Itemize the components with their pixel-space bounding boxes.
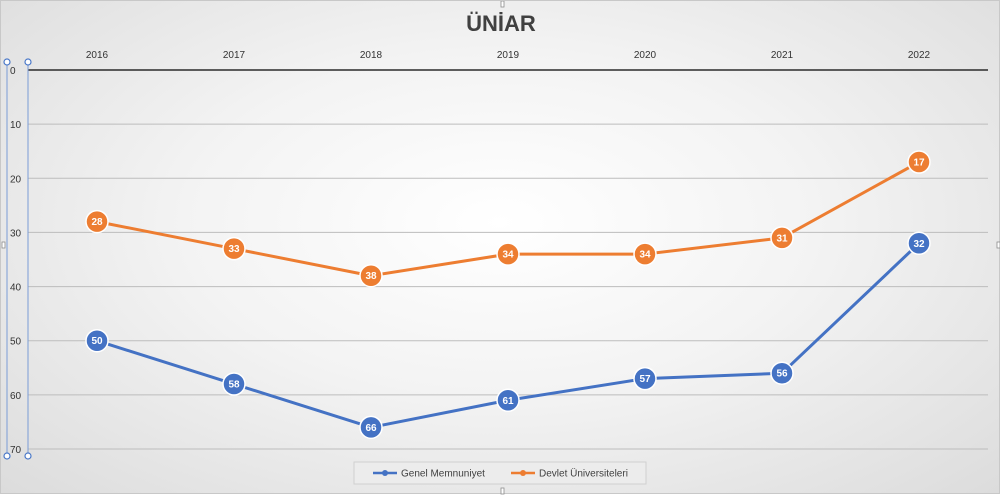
data-point	[907, 150, 931, 174]
data-point	[85, 209, 109, 234]
data-label: 66	[365, 423, 377, 434]
frame-handle[interactable]	[996, 241, 1000, 249]
x-tick-label: 2020	[634, 50, 657, 61]
data-point	[770, 361, 794, 385]
legend-entry: Genel Memnuniyet	[401, 469, 485, 480]
data-point	[359, 415, 383, 440]
y-tick-label: 60	[10, 391, 22, 402]
data-label: 34	[639, 250, 651, 261]
frame-handle[interactable]	[500, 487, 505, 495]
gridlines	[28, 69, 988, 450]
x-tick-label: 2018	[360, 50, 383, 61]
legend-marker	[382, 470, 388, 476]
y-tick-label: 0	[10, 66, 16, 77]
data-point	[222, 236, 246, 261]
x-tick-label: 2017	[223, 50, 246, 61]
chart-title: ÜNİAR	[466, 11, 536, 36]
data-point	[359, 263, 383, 288]
y-tick-label: 20	[10, 174, 22, 185]
data-label: 38	[365, 271, 377, 282]
data-point	[907, 231, 931, 256]
data-label: 58	[228, 380, 240, 391]
y-tick-label: 10	[10, 120, 22, 131]
legend: Genel Memnuniyet Devlet Üniversiteleri	[353, 461, 647, 485]
y-tick-label: 50	[10, 337, 22, 348]
resize-handle[interactable]	[24, 58, 32, 66]
data-point	[496, 388, 520, 413]
data-label: 31	[776, 233, 788, 244]
legend-box	[353, 461, 647, 485]
y-tick-label: 30	[10, 228, 22, 239]
data-label: 50	[91, 336, 103, 347]
data-point	[222, 372, 246, 396]
frame-handle[interactable]	[1, 241, 6, 249]
data-point	[633, 242, 657, 266]
frame-handle[interactable]	[500, 1, 505, 8]
data-label: 32	[913, 239, 925, 250]
resize-handle[interactable]	[24, 452, 32, 460]
data-point	[633, 366, 657, 391]
x-axis: 2016 2017 2018 2019 2020 2021 2022	[86, 50, 931, 61]
data-label: 57	[639, 374, 651, 385]
data-label: 33	[228, 244, 240, 255]
x-tick-label: 2016	[86, 50, 109, 61]
y-tick-label: 70	[10, 445, 22, 456]
data-label: 56	[776, 369, 788, 380]
legend-entry: Devlet Üniversiteleri	[539, 468, 628, 480]
data-label: 17	[913, 158, 925, 169]
data-label: 34	[502, 250, 514, 261]
y-axis: 0 10 20 30 40 50 60 70	[10, 66, 22, 456]
data-point	[85, 328, 109, 353]
y-tick-label: 40	[10, 283, 22, 294]
data-point	[496, 242, 520, 266]
x-tick-label: 2021	[771, 50, 794, 61]
resize-handle[interactable]	[3, 58, 11, 66]
data-label: 61	[502, 396, 514, 407]
legend-marker	[520, 470, 526, 476]
series-group: 50 58 66 61 57 56 32 28 33 38 34 34 31 17	[85, 150, 931, 440]
data-label: 28	[91, 217, 103, 228]
data-point	[770, 226, 794, 250]
resize-handle[interactable]	[3, 452, 11, 460]
x-tick-label: 2022	[908, 50, 931, 61]
x-tick-label: 2019	[497, 50, 520, 61]
